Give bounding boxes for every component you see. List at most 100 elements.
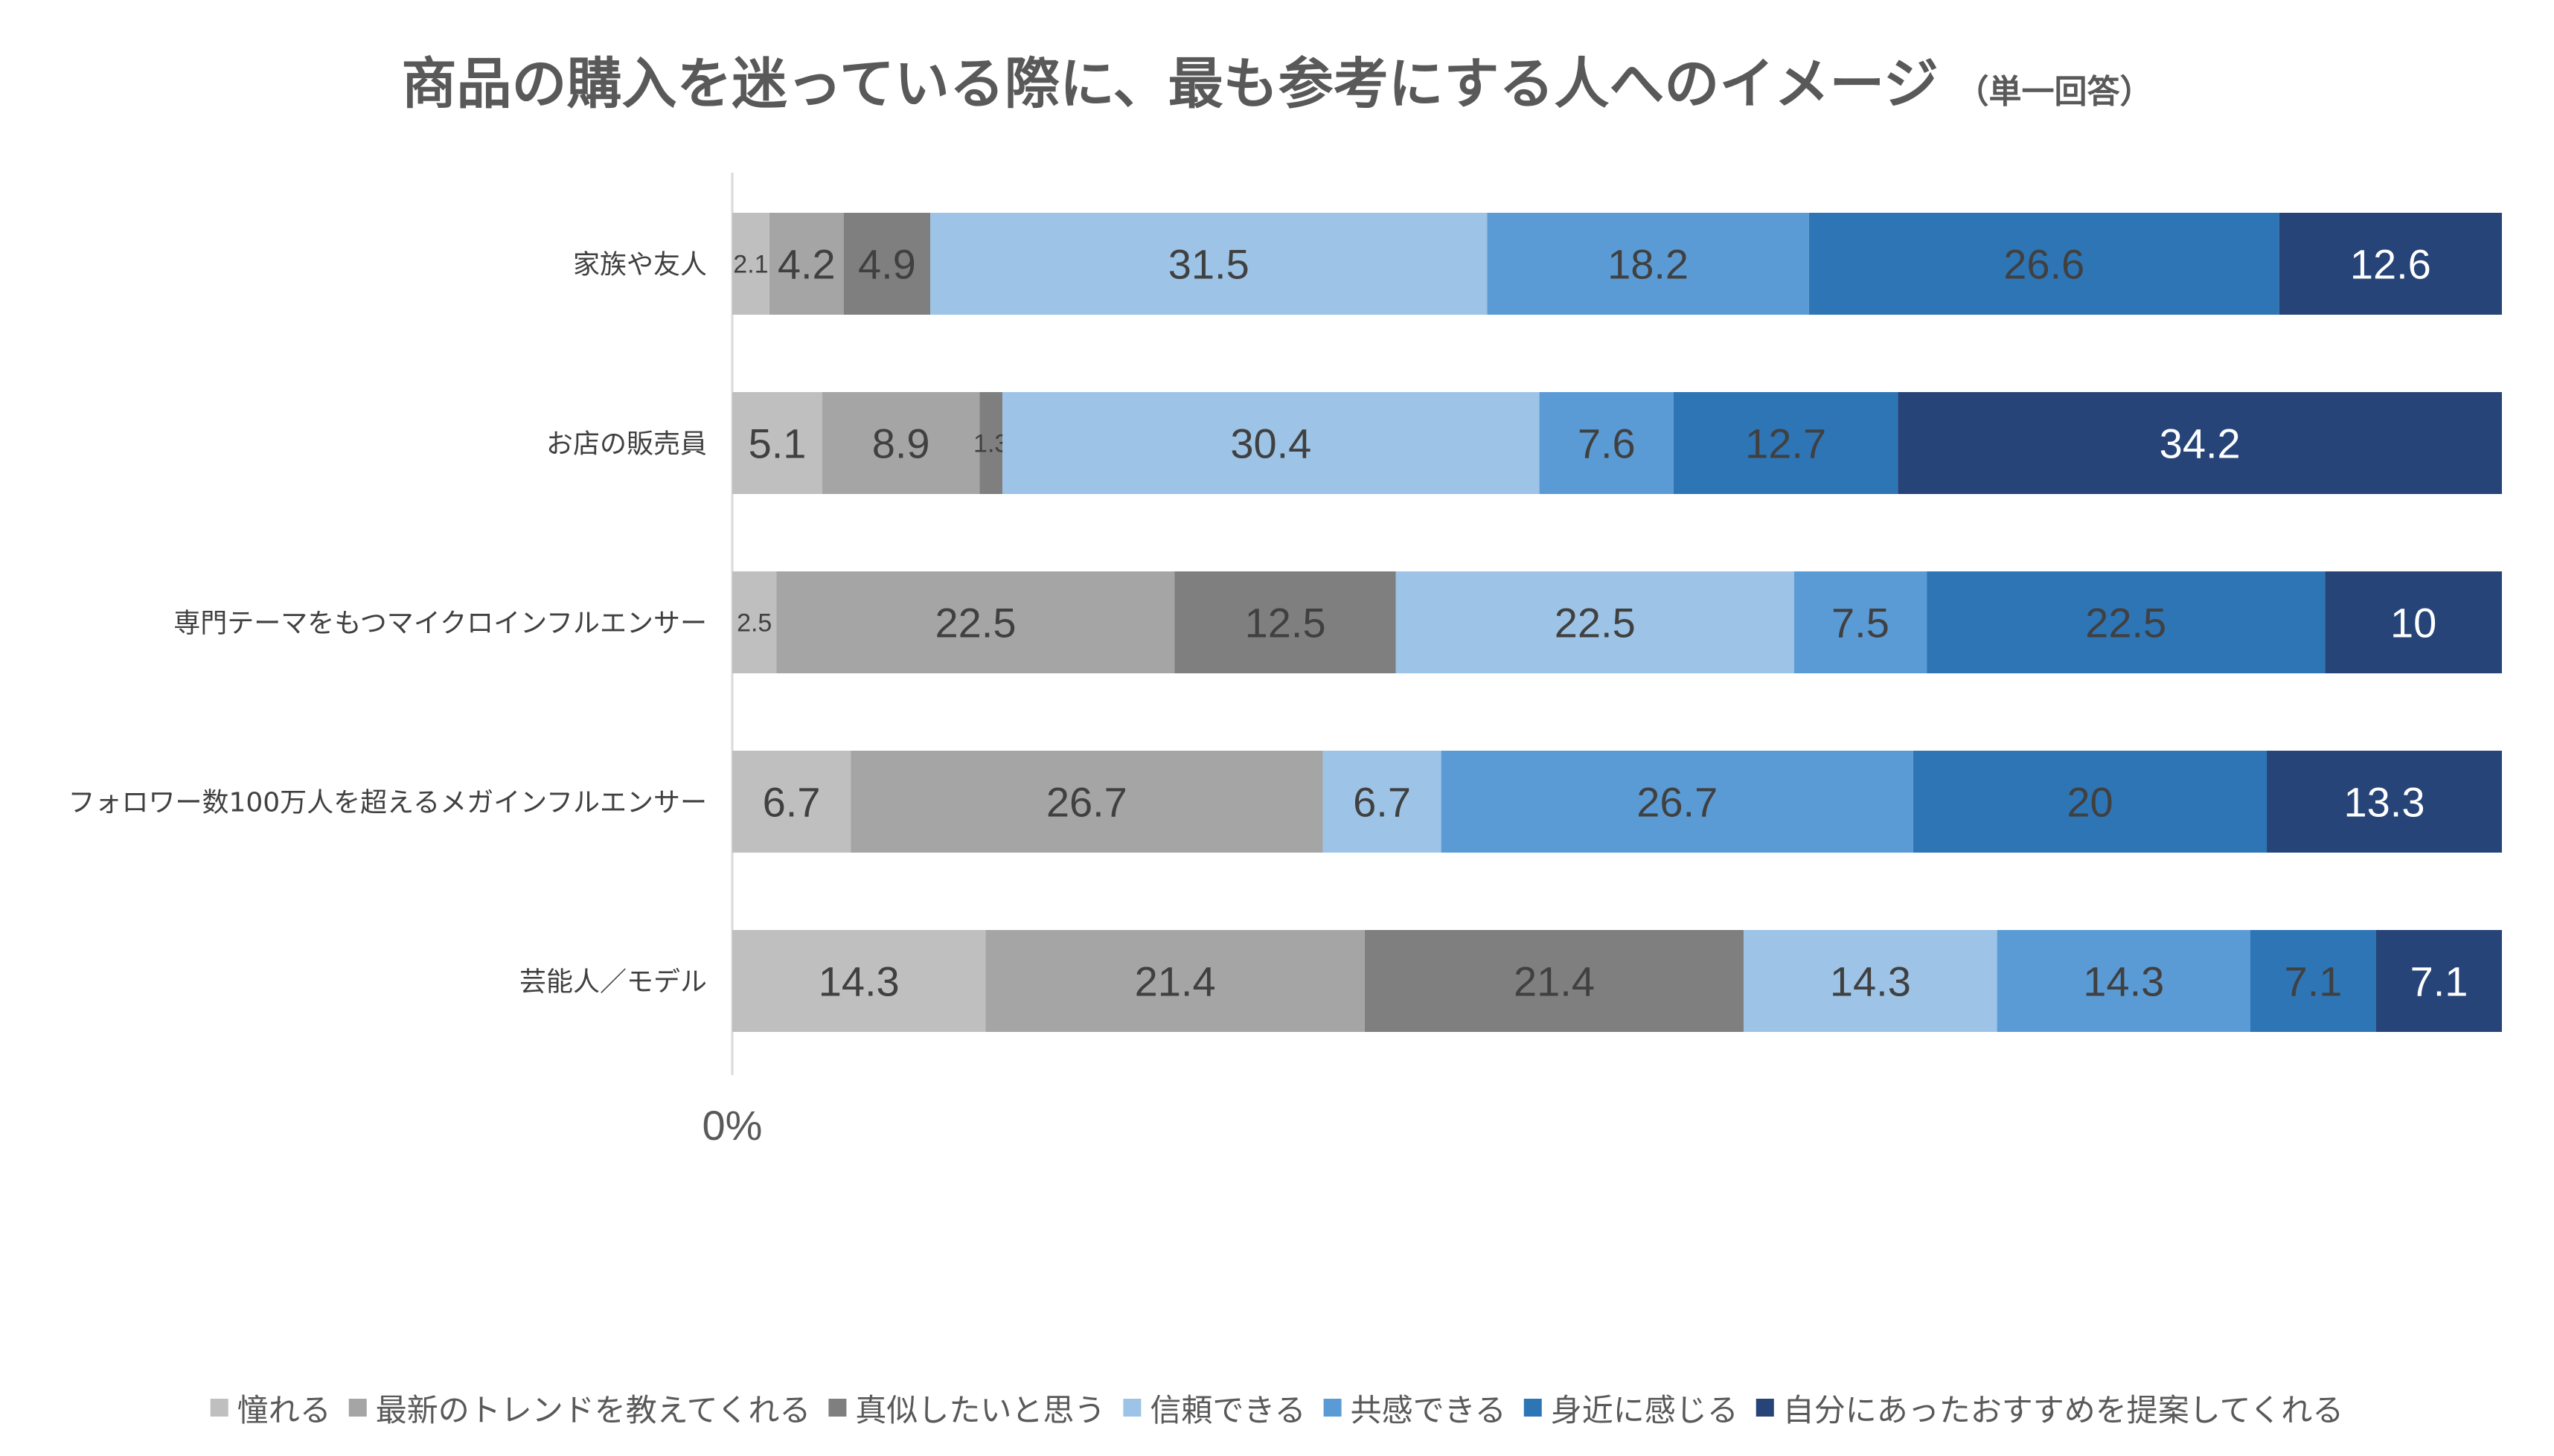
bar-segment (2325, 571, 2502, 673)
bar-segment (1322, 751, 1441, 853)
data-label: 8.9 (872, 420, 930, 467)
bar-segment (1927, 571, 2326, 673)
bar-segment (769, 213, 844, 315)
legend: 憧れる 最新のトレンドを教えてくれる 真似したいと思う 信頼できる 共感できる 身近に感じ… (210, 1392, 2343, 1428)
bar-segment (2267, 751, 2502, 853)
data-label: 7.5 (1831, 600, 1889, 647)
data-label: 30.4 (1230, 420, 1311, 467)
legend-item: 最新のトレンドを教えてくれる (348, 1392, 811, 1428)
bar-segment (1808, 213, 2279, 315)
legend-label: 憧れる (237, 1392, 331, 1428)
data-label: 31.5 (1168, 241, 1249, 288)
legend-item: 自分にあったおすすめを提案してくれる (1756, 1392, 2343, 1428)
bar-segment (732, 571, 777, 673)
data-label: 14.3 (2083, 958, 2164, 1005)
category-label: 家族や友人 (573, 250, 707, 280)
category-label: フォロワー数100万人を超えるメガインフルエンサー (68, 788, 707, 818)
bar-segment (732, 751, 851, 853)
bar-segment (776, 571, 1175, 673)
bar-segment (1487, 213, 1809, 315)
data-label: 13.3 (2344, 779, 2425, 826)
bar-segment (732, 213, 769, 315)
data-label: 22.5 (1555, 600, 1636, 647)
data-label: 20 (2067, 779, 2113, 826)
legend-item: 共感できる (1323, 1392, 1506, 1428)
data-label: 34.2 (2160, 420, 2241, 467)
bar-segment (2250, 930, 2376, 1032)
category-label: 専門テーマをもつマイクロインフルエンサー (173, 609, 707, 639)
data-label: 14.3 (1830, 958, 1911, 1005)
data-label: 7.1 (2285, 958, 2343, 1005)
data-label: 12.7 (1745, 420, 1826, 467)
bar-segment (1364, 930, 1744, 1032)
data-label: 10 (2390, 600, 2436, 647)
data-label: 18.2 (1607, 241, 1689, 288)
legend-label: 真似したいと思う (855, 1392, 1105, 1428)
legend-label: 信頼できる (1150, 1392, 1305, 1428)
chart-title-main: 商品の購入を迷っている際に、最も参考にする人へのイメージ (402, 52, 1939, 116)
data-label: 22.5 (935, 600, 1016, 647)
bar-segment (979, 392, 1003, 494)
data-label: 26.7 (1046, 779, 1127, 826)
legend-label: 最新のトレンドを教えてくれる (376, 1392, 811, 1428)
data-label: 26.7 (1636, 779, 1718, 826)
legend-swatch (828, 1399, 847, 1417)
legend-swatch (1756, 1399, 1774, 1417)
plot-area: 家族や友人 2.1 4.2 4.9 31.5 18.2 26.6 12.6 お店の販売員 5.1 8… (68, 173, 2502, 1149)
legend-label: 共感できる (1351, 1392, 1506, 1428)
data-label: 2.1 (733, 251, 768, 279)
data-label: 6.7 (763, 779, 821, 826)
legend-item: 身近に感じる (1523, 1392, 1738, 1428)
bar-segment (822, 392, 980, 494)
bar-segment (2375, 930, 2502, 1032)
legend-swatch (1523, 1399, 1542, 1417)
data-label: 12.6 (2350, 241, 2431, 288)
category-label: お店の販売員 (546, 429, 707, 460)
data-label: 4.2 (778, 241, 836, 288)
legend-item: 真似したいと思う (828, 1392, 1105, 1428)
data-label: 22.5 (2085, 600, 2166, 647)
bar-segment (1913, 751, 2267, 853)
bar-segment (1744, 930, 1997, 1032)
legend-swatch (210, 1399, 228, 1417)
legend-swatch (348, 1399, 367, 1417)
bar-segment (2279, 213, 2502, 315)
data-label: 12.5 (1245, 600, 1326, 647)
bar-segment (1997, 930, 2250, 1032)
chart-title: 商品の購入を迷っている際に、最も参考にする人へのイメージ （単一回答） (402, 52, 2153, 116)
bar-segment (1898, 392, 2502, 494)
data-label: 14.3 (819, 958, 900, 1005)
legend-label: 身近に感じる (1551, 1392, 1738, 1428)
legend-swatch (1123, 1399, 1142, 1417)
bar-segment (1673, 392, 1898, 494)
data-label: 4.9 (858, 241, 916, 288)
data-label: 5.1 (749, 420, 807, 467)
bar-segment (732, 930, 986, 1032)
category-label: 芸能人／モデル (519, 967, 707, 998)
data-label: 7.1 (2410, 958, 2468, 1005)
bar-segment (843, 213, 931, 315)
data-label: 21.4 (1514, 958, 1595, 1005)
bar-segment (985, 930, 1365, 1032)
bar-segment (1174, 571, 1396, 673)
bar-segment (1002, 392, 1540, 494)
x-tick-label: 0% (702, 1102, 763, 1149)
bar-segment (1441, 751, 1913, 853)
data-label: 21.4 (1135, 958, 1216, 1005)
bar-segment (851, 751, 1323, 853)
data-label: 7.6 (1578, 420, 1636, 467)
bar-segment (1793, 571, 1927, 673)
bar-segment (1539, 392, 1674, 494)
bar-segment (930, 213, 1488, 315)
data-label: 26.6 (2003, 241, 2084, 288)
legend-item: 信頼できる (1123, 1392, 1306, 1428)
data-label: 6.7 (1353, 779, 1411, 826)
bar-segment (732, 392, 823, 494)
data-label: 2.5 (737, 609, 772, 638)
bar-segment (1395, 571, 1794, 673)
chart-subtitle: （単一回答） (1956, 73, 2152, 111)
legend-label: 自分にあったおすすめを提案してくれる (1783, 1392, 2343, 1428)
legend-item: 憧れる (210, 1392, 331, 1428)
